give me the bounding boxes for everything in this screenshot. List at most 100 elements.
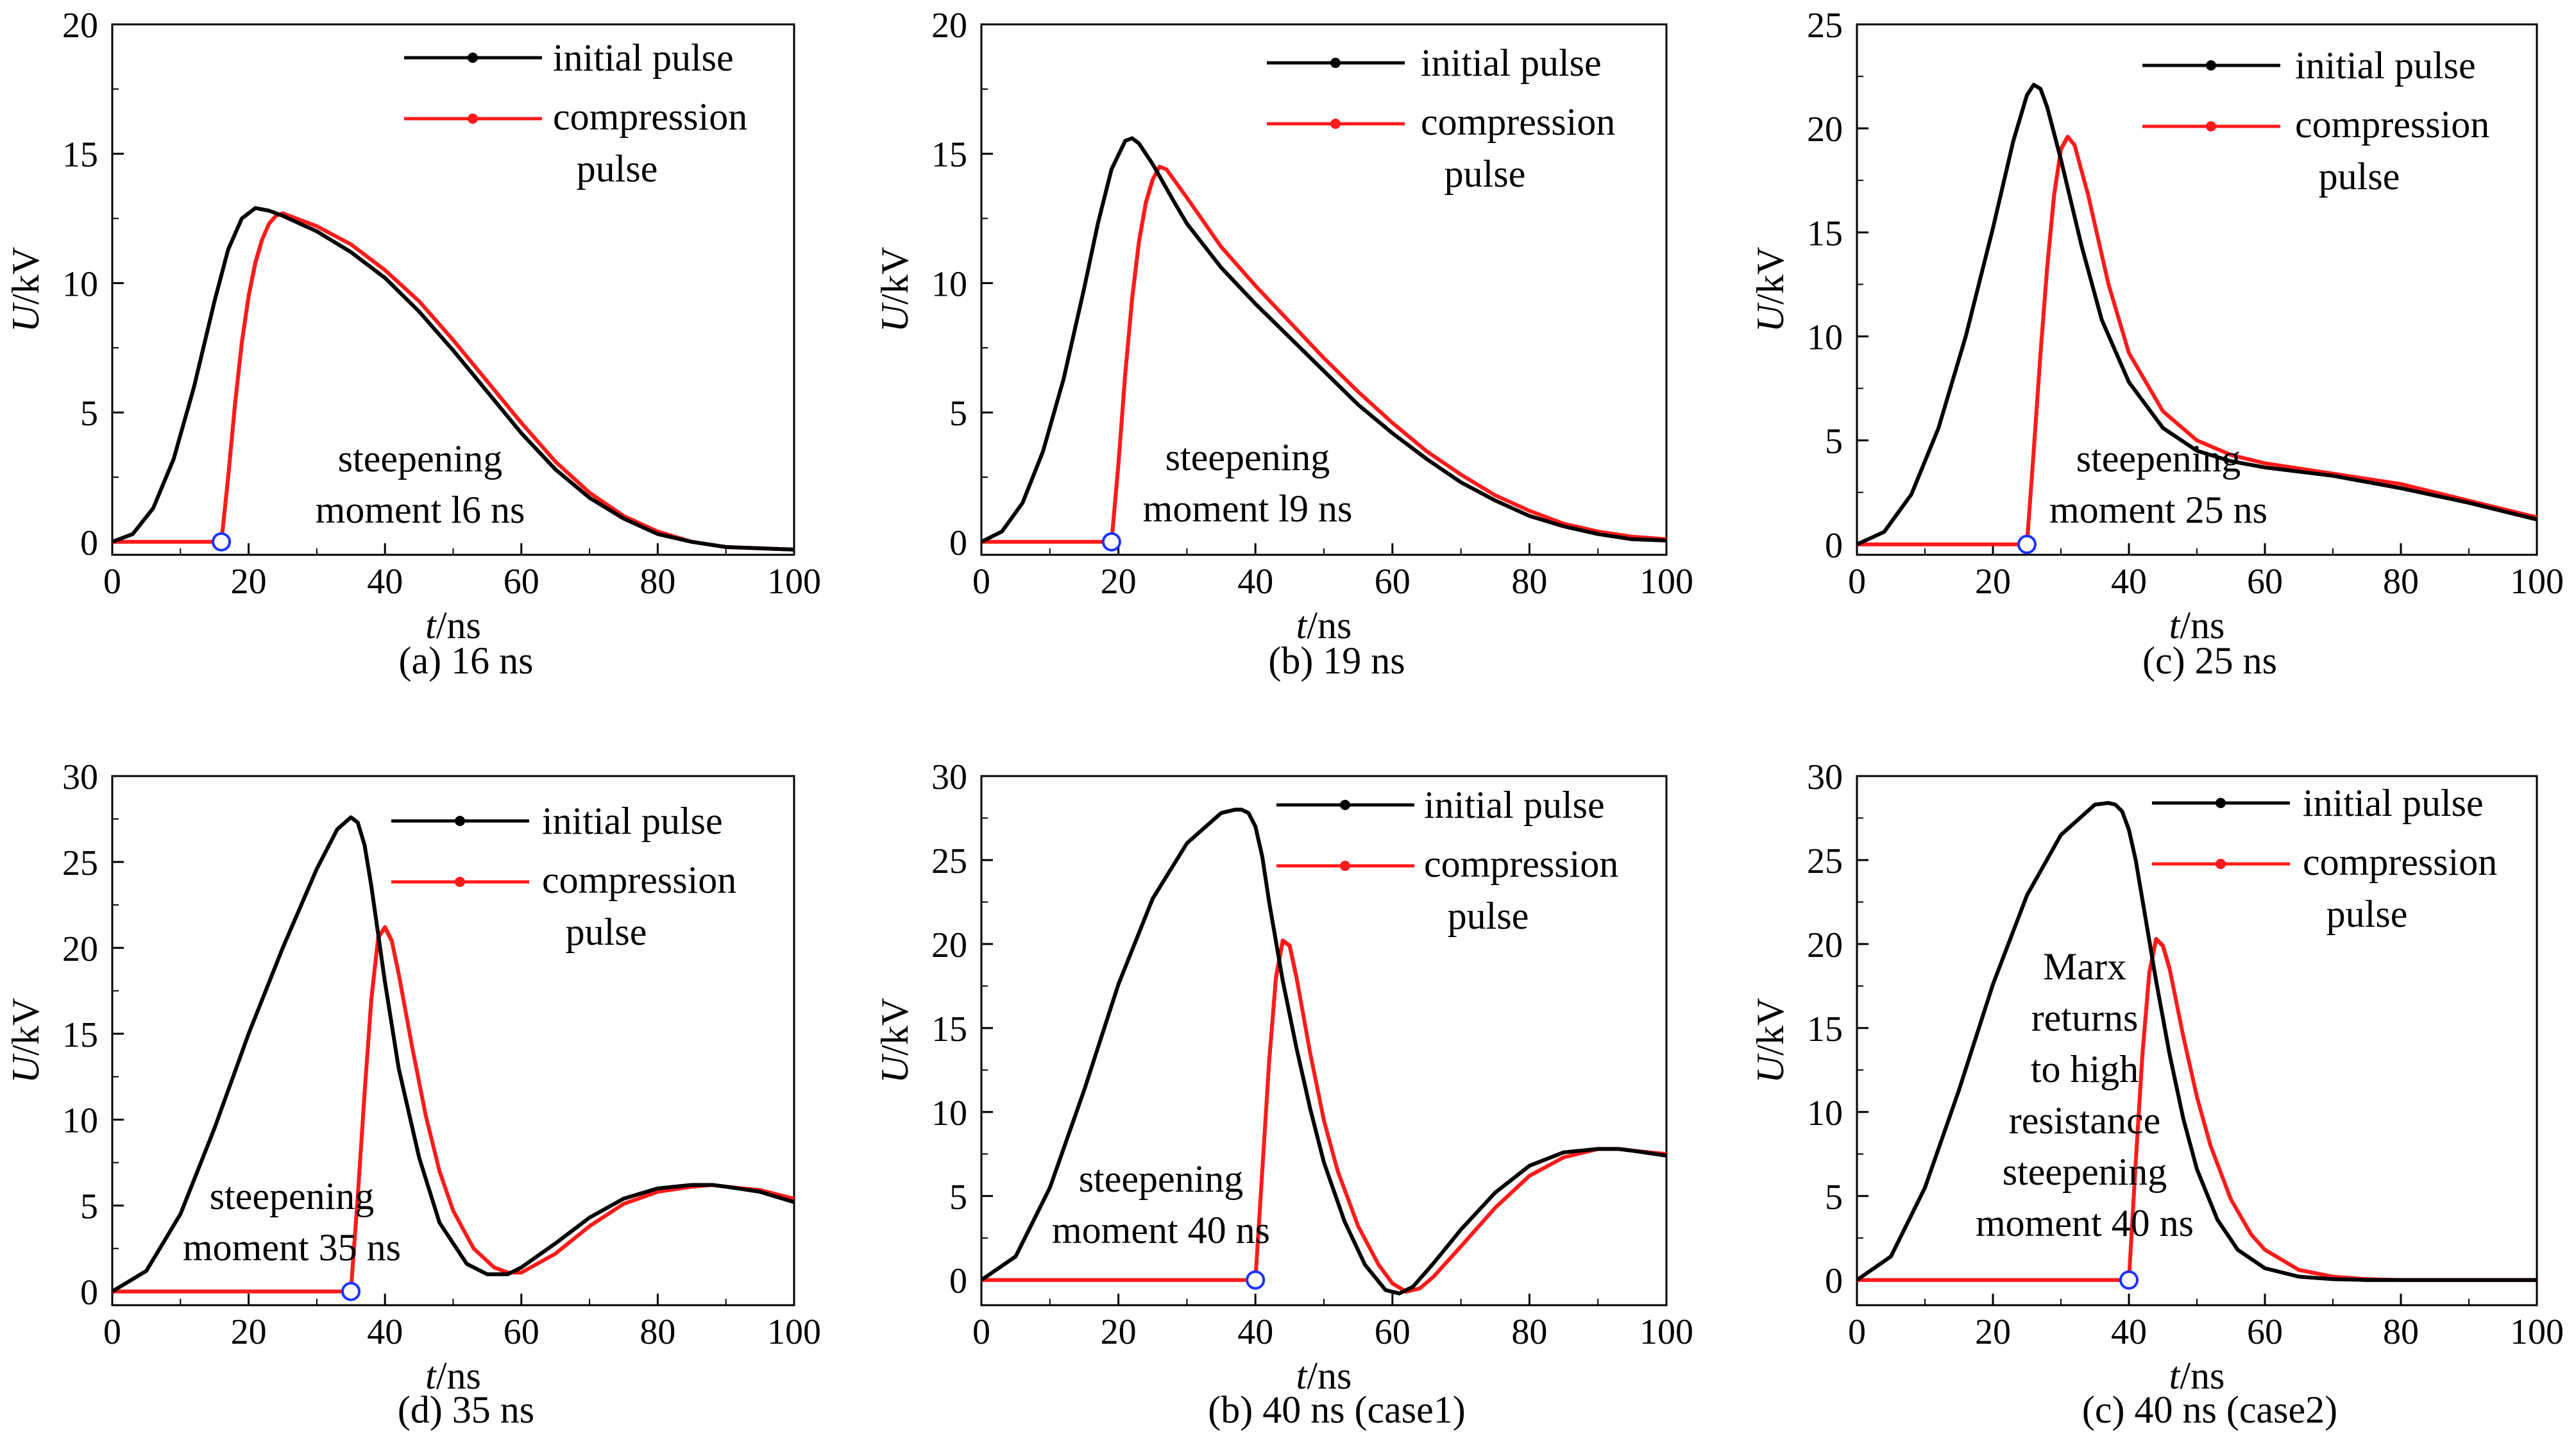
panel-caption: (b) 19 ns — [1268, 639, 1405, 682]
compression-pulse-point — [2144, 1006, 2149, 1011]
compression-pulse-point — [2140, 1057, 2144, 1061]
compression-pulse-point — [359, 1143, 364, 1148]
compression-pulse-point — [1263, 1120, 1267, 1125]
panel-caption: (c) 25 ns — [2142, 639, 2277, 682]
compression-pulse-point — [2044, 278, 2049, 283]
x-tick-label: 40 — [2111, 1312, 2147, 1352]
compression-pulse-point — [371, 983, 375, 988]
compression-pulse-point — [1126, 334, 1131, 339]
chart-panel-5: 0 20 40 60 80 100 0 5 10 15 20 25 30 t/ns U/kV (b) 40 n… — [874, 757, 1693, 1431]
compression-pulse-point — [352, 1242, 357, 1247]
compression-pulse-point — [1123, 367, 1128, 372]
annotation-line: moment 25 ns — [2049, 489, 2267, 531]
compression-pulse-point — [1121, 391, 1126, 396]
legend-initial-label: initial pulse — [553, 37, 734, 79]
compression-pulse-point — [366, 1044, 370, 1049]
compression-pulse-point — [2034, 410, 2038, 415]
steepening-marker — [341, 1281, 361, 1301]
y-tick-label: 25 — [1807, 6, 1843, 46]
x-tick-label: 80 — [1511, 1312, 1547, 1352]
compression-pulse-point — [362, 1086, 368, 1091]
legend-compression-label-line2: pulse — [1448, 895, 1529, 937]
compression-pulse-point — [2145, 993, 2150, 997]
compression-pulse-point — [1131, 283, 1136, 289]
compression-pulse-point — [2142, 1033, 2146, 1038]
compression-pulse-point — [238, 351, 243, 355]
x-tick-label: 100 — [1640, 562, 1693, 602]
compression-pulse-point — [1115, 475, 1120, 480]
compression-pulse-point — [1260, 1162, 1265, 1167]
compression-pulse-point — [2044, 283, 2048, 287]
compression-pulse-point — [2131, 1193, 2136, 1197]
compression-pulse-point — [372, 970, 377, 974]
compression-pulse-point — [1132, 277, 1137, 282]
compression-pulse-point — [2039, 341, 2044, 346]
y-tick-label: 15 — [62, 1015, 98, 1055]
compression-pulse-point — [1113, 501, 1117, 505]
compression-pulse-point — [2139, 1069, 2144, 1074]
y-tick-label: 25 — [931, 841, 967, 881]
y-tick-label: 10 — [62, 264, 98, 304]
compression-pulse-point — [1123, 376, 1127, 381]
steepening-marker — [212, 532, 232, 552]
x-axis-unit: /ns — [1307, 604, 1352, 647]
legend-initial-label: initial pulse — [2303, 782, 2484, 824]
y-tick-label: 20 — [1807, 926, 1843, 965]
compression-pulse-point — [2144, 1002, 2149, 1006]
compression-pulse-point — [231, 418, 236, 423]
x-axis-title: t/ns — [1296, 1355, 1352, 1397]
compression-pulse-point — [1125, 350, 1130, 355]
compression-pulse-point — [2038, 356, 2042, 361]
compression-pulse-point — [221, 521, 226, 527]
compression-pulse-point — [2038, 346, 2043, 351]
annotation-line: moment 35 ns — [183, 1226, 401, 1269]
compression-pulse-point — [1266, 1078, 1270, 1082]
y-axis-title: U/kV — [1749, 247, 1792, 332]
compression-pulse-point — [1271, 1013, 1275, 1017]
x-tick-label: 80 — [2383, 1312, 2419, 1352]
compression-pulse-point — [1260, 1169, 1265, 1173]
compression-pulse-point — [2037, 378, 2041, 382]
compression-pulse-point — [1117, 442, 1123, 446]
compression-pulse-point — [357, 1172, 362, 1176]
annotation-line: resistance — [2009, 1099, 2161, 1142]
compression-pulse-point — [351, 1253, 356, 1257]
x-tick-label: 20 — [1975, 1312, 2011, 1352]
annotation-line: moment l6 ns — [316, 489, 525, 531]
compression-pulse-point — [1111, 518, 1116, 523]
compression-pulse-point — [2050, 212, 2055, 217]
x-axis-symbol: t — [2169, 1355, 2181, 1397]
compression-pulse-point — [2026, 527, 2030, 531]
compression-pulse-point — [1114, 487, 1119, 493]
compression-pulse-point — [1125, 346, 1130, 351]
compression-pulse-point — [1273, 985, 1278, 990]
annotation-line: moment 40 ns — [1052, 1209, 1270, 1251]
compression-pulse-point — [235, 382, 240, 386]
legend-initial-marker — [2206, 60, 2216, 71]
x-tick-label: 100 — [1640, 1312, 1693, 1352]
x-axis-unit: /ns — [2180, 604, 2224, 647]
compression-pulse-point — [371, 980, 376, 985]
legend-initial-marker — [1330, 58, 1341, 68]
x-tick-label: 60 — [2247, 1312, 2283, 1352]
compression-pulse-point — [2129, 1238, 2133, 1243]
compression-pulse-point — [367, 1029, 371, 1033]
compression-pulse-point — [2033, 416, 2038, 421]
legend-compression-marker — [455, 877, 465, 887]
compression-pulse-point — [1262, 1138, 1267, 1143]
compression-pulse-point — [1267, 1054, 1272, 1060]
compression-pulse-point — [1264, 1095, 1269, 1101]
y-axis-unit: /kV — [874, 247, 916, 305]
compression-pulse-point — [363, 1081, 368, 1086]
y-axis-unit: /kV — [4, 247, 47, 305]
compression-pulse-point — [2046, 251, 2051, 257]
compression-pulse-point — [237, 361, 242, 366]
compression-pulse-point — [2143, 1020, 2148, 1024]
compression-pulse-point — [1256, 1229, 1261, 1234]
compression-pulse-point — [2045, 268, 2049, 273]
legend-compression-label: compression — [542, 859, 736, 901]
compression-pulse-point — [2028, 500, 2032, 505]
y-tick-label: 0 — [80, 523, 98, 563]
panel-caption: (a) 16 ns — [399, 639, 534, 682]
